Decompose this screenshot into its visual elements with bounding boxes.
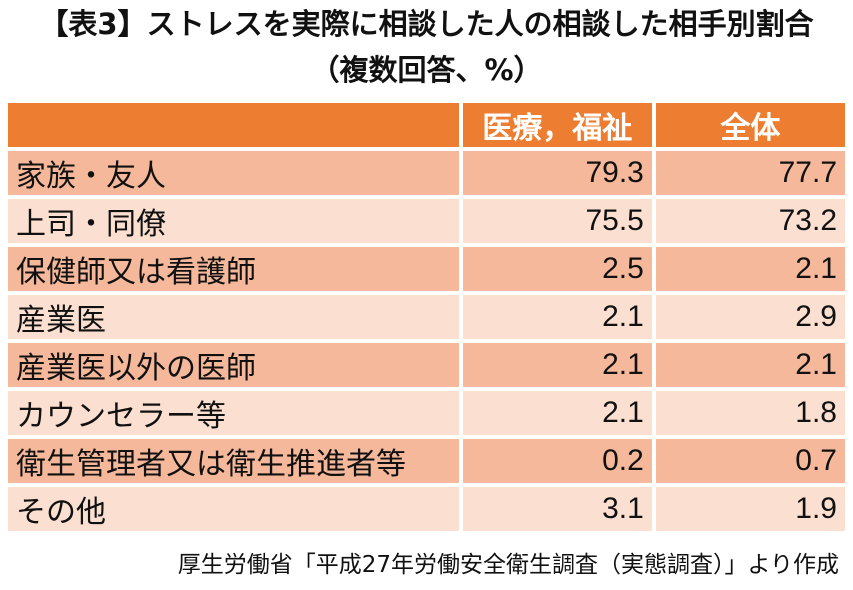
- row-label: 産業医以外の医師: [8, 343, 459, 387]
- value-overall: 2.1: [655, 343, 845, 387]
- row-label: 保健師又は看護師: [8, 247, 459, 291]
- value-medical-welfare: 3.1: [462, 487, 652, 531]
- value-medical-welfare: 75.5: [462, 199, 652, 243]
- header-overall: 全体: [655, 103, 845, 147]
- value-overall: 2.1: [655, 247, 845, 291]
- value-overall: 77.7: [655, 151, 845, 195]
- table-row: その他 3.1 1.9: [8, 487, 845, 531]
- row-label: その他: [8, 487, 459, 531]
- row-label: 衛生管理者又は衛生推進者等: [8, 439, 459, 483]
- table-row: 家族・友人 79.3 77.7: [8, 151, 845, 195]
- table-row: カウンセラー等 2.1 1.8: [8, 391, 845, 435]
- value-overall: 1.8: [655, 391, 845, 435]
- value-medical-welfare: 2.1: [462, 295, 652, 339]
- value-medical-welfare: 79.3: [462, 151, 652, 195]
- value-overall: 1.9: [655, 487, 845, 531]
- header-row: 医療，福祉 全体: [8, 103, 845, 147]
- row-label: カウンセラー等: [8, 391, 459, 435]
- value-medical-welfare: 2.1: [462, 391, 652, 435]
- table-row: 衛生管理者又は衛生推進者等 0.2 0.7: [8, 439, 845, 483]
- header-medical-welfare: 医療，福祉: [462, 103, 652, 147]
- value-overall: 2.9: [655, 295, 845, 339]
- source-note: 厚生労働省「平成27年労働安全衛生調査（実態調査）」より作成: [177, 552, 839, 578]
- table-body: 家族・友人 79.3 77.7 上司・同僚 75.5 73.2 保健師又は看護師 2.5 2.1…: [8, 151, 845, 531]
- value-overall: 0.7: [655, 439, 845, 483]
- value-medical-welfare: 2.5: [462, 247, 652, 291]
- header-label-cell: [8, 103, 459, 147]
- table-row: 産業医以外の医師 2.1 2.1: [8, 343, 845, 387]
- value-overall: 73.2: [655, 199, 845, 243]
- table-title: 【表3】ストレスを実際に相談した人の相談した相手別割合: [39, 7, 814, 41]
- table-row: 保健師又は看護師 2.5 2.1: [8, 247, 845, 291]
- table-subtitle: （複数回答、%）: [310, 53, 543, 87]
- row-label: 上司・同僚: [8, 199, 459, 243]
- table-row: 産業医 2.1 2.9: [8, 295, 845, 339]
- data-table: 医療，福祉 全体 家族・友人 79.3 77.7 上司・同僚 75.5 73.2 保健師又は…: [4, 99, 849, 535]
- table-row: 上司・同僚 75.5 73.2: [8, 199, 845, 243]
- row-label: 家族・友人: [8, 151, 459, 195]
- row-label: 産業医: [8, 295, 459, 339]
- value-medical-welfare: 0.2: [462, 439, 652, 483]
- value-medical-welfare: 2.1: [462, 343, 652, 387]
